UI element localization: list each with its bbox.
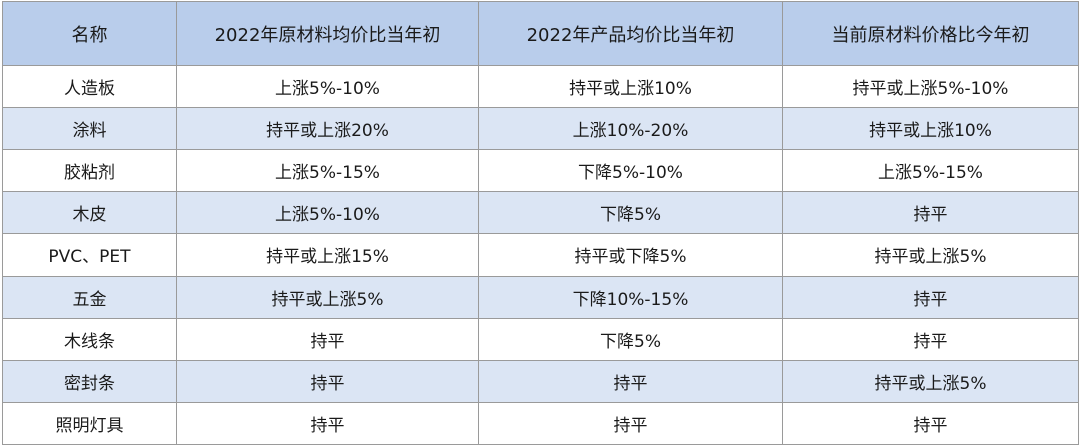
cell-product-avg: 下降5% <box>478 317 783 361</box>
cell-material-avg: 上涨5%-10% <box>176 191 479 235</box>
table-row: 照明灯具 持平 持平 持平 <box>2 401 1079 446</box>
cell-material-avg: 持平 <box>176 317 479 361</box>
cell-material-avg: 持平或上涨15% <box>176 233 479 277</box>
header-2022-product-avg: 2022年产品均价比当年初 <box>478 1 783 66</box>
table-row: PVC、PET 持平或上涨15% 持平或下降5% 持平或上涨5% <box>2 233 1079 277</box>
cell-current-price: 上涨5%-15% <box>782 149 1079 193</box>
cell-name: 木线条 <box>2 317 177 361</box>
table-row: 木皮 上涨5%-10% 下降5% 持平 <box>2 191 1079 235</box>
cell-material-avg: 持平 <box>176 401 479 446</box>
cell-name: 木皮 <box>2 191 177 235</box>
cell-current-price: 持平或上涨5% <box>782 359 1079 403</box>
cell-product-avg: 下降5%-10% <box>478 149 783 193</box>
cell-current-price: 持平 <box>782 317 1079 361</box>
table-row: 胶粘剂 上涨5%-15% 下降5%-10% 上涨5%-15% <box>2 149 1079 193</box>
cell-name: 人造板 <box>2 64 177 109</box>
cell-current-price: 持平或上涨5% <box>782 233 1079 277</box>
cell-product-avg: 持平或上涨10% <box>478 64 783 109</box>
cell-name: PVC、PET <box>2 233 177 277</box>
cell-material-avg: 持平或上涨20% <box>176 107 479 151</box>
cell-name: 照明灯具 <box>2 401 177 446</box>
cell-name: 五金 <box>2 275 177 319</box>
cell-product-avg: 上涨10%-20% <box>478 107 783 151</box>
cell-current-price: 持平或上涨5%-10% <box>782 64 1079 109</box>
cell-current-price: 持平 <box>782 401 1079 446</box>
table-row: 木线条 持平 下降5% 持平 <box>2 317 1079 361</box>
cell-material-avg: 持平 <box>176 359 479 403</box>
cell-product-avg: 持平或下降5% <box>478 233 783 277</box>
cell-current-price: 持平 <box>782 275 1079 319</box>
cell-name: 涂料 <box>2 107 177 151</box>
cell-product-avg: 持平 <box>478 401 783 446</box>
cell-material-avg: 上涨5%-15% <box>176 149 479 193</box>
cell-name: 胶粘剂 <box>2 149 177 193</box>
header-row: 名称 2022年原材料均价比当年初 2022年产品均价比当年初 当前原材料价格比… <box>2 1 1079 66</box>
cell-material-avg: 持平或上涨5% <box>176 275 479 319</box>
table-row: 五金 持平或上涨5% 下降10%-15% 持平 <box>2 275 1079 319</box>
cell-current-price: 持平或上涨10% <box>782 107 1079 151</box>
header-2022-material-avg: 2022年原材料均价比当年初 <box>176 1 479 66</box>
cell-name: 密封条 <box>2 359 177 403</box>
cell-product-avg: 持平 <box>478 359 783 403</box>
cell-product-avg: 下降10%-15% <box>478 275 783 319</box>
table-row: 密封条 持平 持平 持平或上涨5% <box>2 359 1079 403</box>
header-name: 名称 <box>2 1 177 66</box>
table-row: 人造板 上涨5%-10% 持平或上涨10% 持平或上涨5%-10% <box>2 64 1079 109</box>
cell-product-avg: 下降5% <box>478 191 783 235</box>
header-current-material-price: 当前原材料价格比今年初 <box>782 1 1079 66</box>
cell-current-price: 持平 <box>782 191 1079 235</box>
cell-material-avg: 上涨5%-10% <box>176 64 479 109</box>
table-row: 涂料 持平或上涨20% 上涨10%-20% 持平或上涨10% <box>2 107 1079 151</box>
